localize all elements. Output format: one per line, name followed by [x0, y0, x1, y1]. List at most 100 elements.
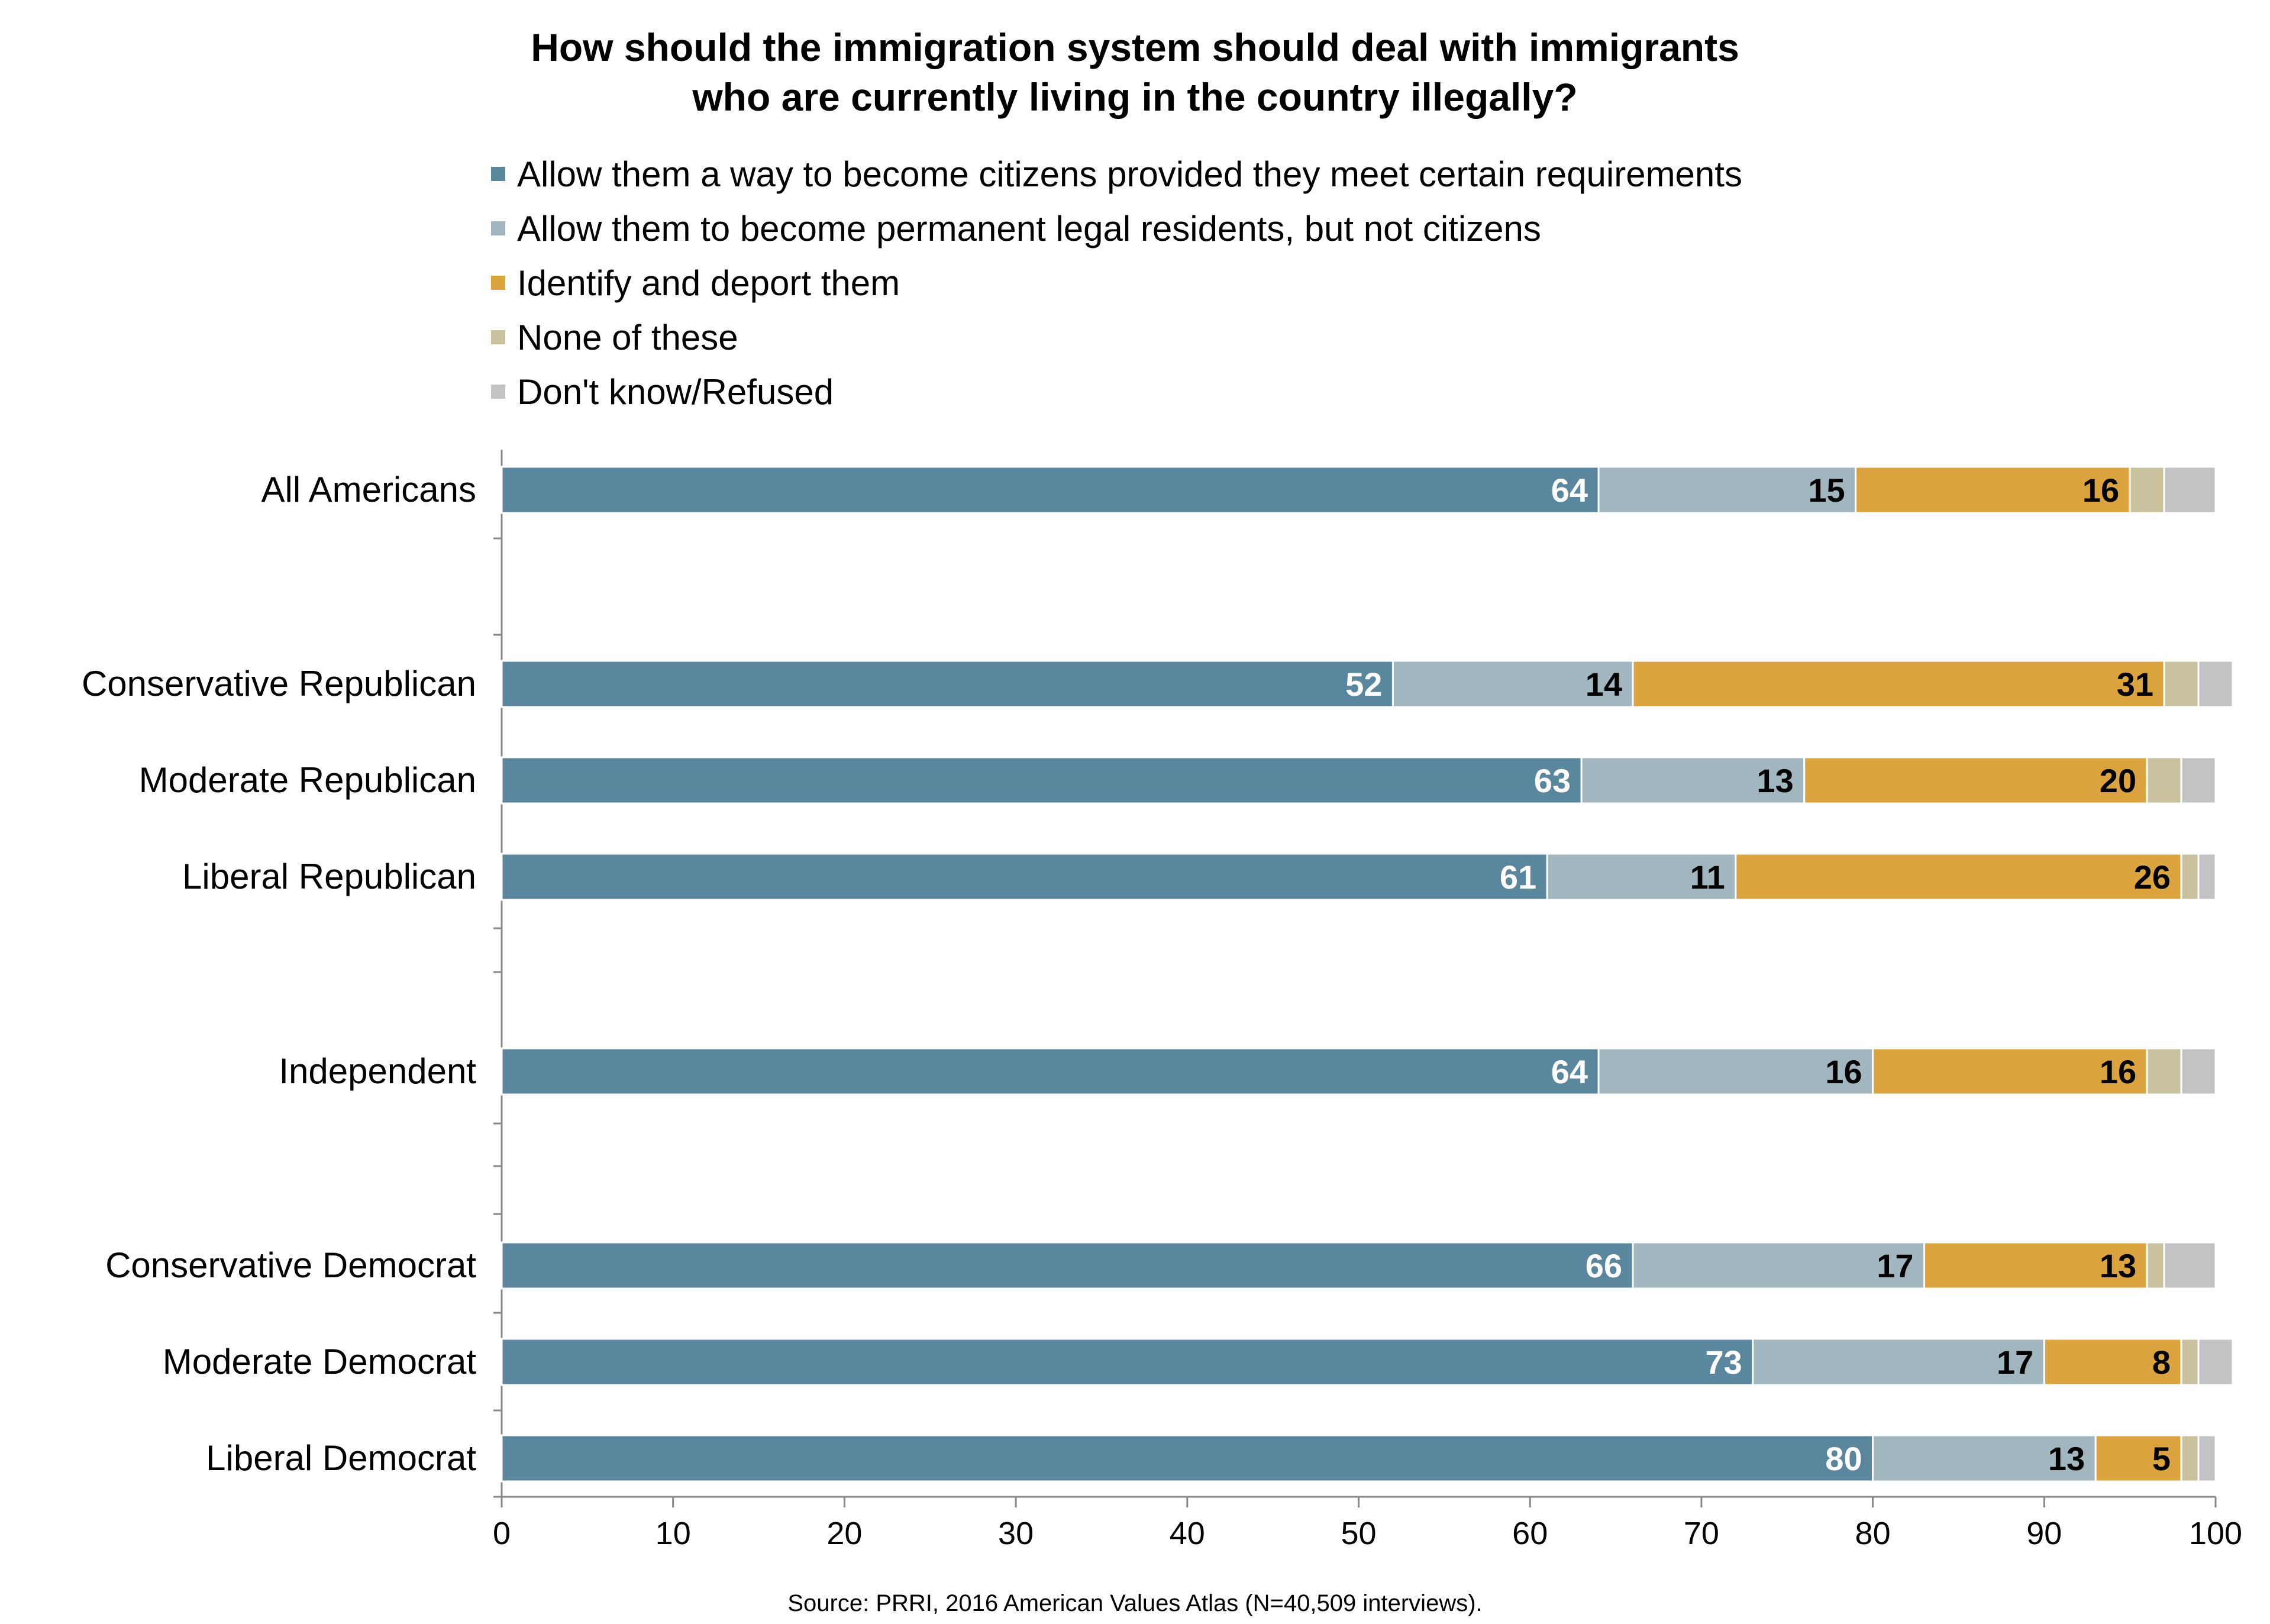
legend-item: Allow them to become permanent legal res…: [491, 201, 1742, 256]
bar-segment: [2043, 1338, 2182, 1386]
data-label: 64: [1551, 1053, 1588, 1090]
data-label: 66: [1586, 1247, 1622, 1284]
x-tick-label: 70: [1684, 1516, 1719, 1551]
data-label: 11: [1690, 858, 1725, 896]
bar-segment: [2180, 1434, 2200, 1483]
legend-swatch: [491, 330, 505, 344]
bar-segment: [501, 756, 1583, 805]
data-label: 64: [1551, 472, 1588, 509]
category-label: Conservative Republican: [82, 664, 476, 703]
bar-segment: [2163, 466, 2217, 514]
category-label: Moderate Democrat: [163, 1342, 477, 1381]
bar-segment: [501, 1047, 1600, 1096]
bar-segment: [501, 660, 1394, 708]
bar-segment: [2163, 1241, 2217, 1290]
bar-segment: [1872, 1434, 2097, 1483]
bar-segment: [2197, 660, 2234, 708]
bar-segment: [1872, 1047, 2148, 1096]
category-label: Liberal Republican: [182, 857, 476, 896]
x-tick-label: 20: [826, 1516, 862, 1551]
bar-segment: [1735, 853, 2182, 901]
bar-segment: [501, 853, 1548, 901]
x-tick-label: 100: [2189, 1516, 2242, 1551]
data-label: 26: [2134, 858, 2171, 896]
data-label: 20: [2100, 762, 2136, 799]
data-label: 61: [1500, 858, 1536, 896]
data-label: 13: [2048, 1440, 2085, 1477]
legend-swatch: [491, 276, 505, 290]
bar-segment: [1855, 466, 2131, 514]
x-tick-label: 90: [2026, 1516, 2062, 1551]
data-label: 13: [1756, 762, 1793, 799]
category-label: Moderate Republican: [139, 760, 476, 800]
bar-segment: [1632, 660, 2165, 708]
legend-item: Don't know/Refused: [491, 364, 1742, 419]
bar-segment: [2163, 660, 2200, 708]
data-label: 73: [1706, 1344, 1742, 1381]
bar-segment: [2094, 1434, 2182, 1483]
chart-title: How should the immigration system should…: [0, 22, 2270, 122]
category-label: Conservative Democrat: [105, 1245, 476, 1285]
bar-segment: [2146, 1241, 2165, 1290]
bar-segment: [2180, 1338, 2200, 1386]
category-label: All Americans: [261, 470, 476, 509]
data-label: 16: [2100, 1053, 2136, 1090]
bar-segment: [501, 466, 1600, 514]
data-label: 5: [2152, 1440, 2171, 1477]
bar-segment: [1752, 1338, 2045, 1386]
data-label: 17: [1877, 1247, 1913, 1284]
category-label: Independent: [279, 1051, 476, 1091]
legend-item: Identify and deport them: [491, 256, 1742, 310]
x-tick-label: 50: [1341, 1516, 1376, 1551]
legend-label: None of these: [517, 317, 738, 357]
data-label: 31: [2117, 666, 2153, 703]
legend-item: None of these: [491, 310, 1742, 364]
x-tick-label: 10: [656, 1516, 691, 1551]
bar-segment: [1546, 853, 1737, 901]
bar-segment: [2146, 756, 2182, 805]
data-label: 17: [1997, 1344, 2033, 1381]
bar-segment: [1632, 1241, 1926, 1290]
bar-segment: [501, 1338, 1754, 1386]
data-label: 16: [2082, 472, 2119, 509]
bar-segment: [2180, 756, 2217, 805]
bar-segment: [1580, 756, 1806, 805]
x-tick-label: 0: [493, 1516, 511, 1551]
bar-segment: [501, 1241, 1634, 1290]
data-label: 63: [1534, 762, 1571, 799]
bar-segment: [2197, 853, 2217, 901]
legend-swatch: [491, 221, 505, 235]
legend-label: Identify and deport them: [517, 263, 900, 303]
bar-segment: [1923, 1241, 2148, 1290]
legend-label: Allow them to become permanent legal res…: [517, 208, 1541, 248]
bar-segment: [2180, 853, 2200, 901]
x-tick-label: 30: [998, 1516, 1034, 1551]
x-tick-label: 80: [1855, 1516, 1891, 1551]
legend-swatch: [491, 167, 505, 181]
bar-segment: [2180, 1047, 2217, 1096]
legend-item: Allow them a way to become citizens prov…: [491, 147, 1742, 201]
chart-title-line-2: who are currently living in the country …: [692, 75, 1578, 119]
category-label: Liberal Democrat: [206, 1438, 476, 1478]
data-label: 14: [1586, 666, 1622, 703]
legend-label: Allow them a way to become citizens prov…: [517, 154, 1742, 194]
bar-segment: [1597, 466, 1857, 514]
data-label: 16: [1825, 1053, 1862, 1090]
chart-title-line-1: How should the immigration system should…: [531, 25, 1739, 69]
data-label: 13: [2100, 1247, 2136, 1284]
x-tick-label: 40: [1170, 1516, 1205, 1551]
source-note: Source: PRRI, 2016 American Values Atlas…: [787, 1590, 1483, 1616]
data-label: 8: [2152, 1344, 2171, 1381]
bar-segment: [501, 1434, 1874, 1483]
bar-segment: [2197, 1338, 2234, 1386]
legend-label: Don't know/Refused: [517, 372, 834, 412]
bar-segment: [2146, 1047, 2182, 1096]
legend: Allow them a way to become citizens prov…: [491, 147, 1742, 419]
bar-segment: [1803, 756, 2148, 805]
bar-segment: [2197, 1434, 2217, 1483]
data-label: 80: [1825, 1440, 1862, 1477]
bar-segment: [2129, 466, 2165, 514]
x-tick-label: 60: [1512, 1516, 1548, 1551]
data-label: 15: [1808, 472, 1845, 509]
